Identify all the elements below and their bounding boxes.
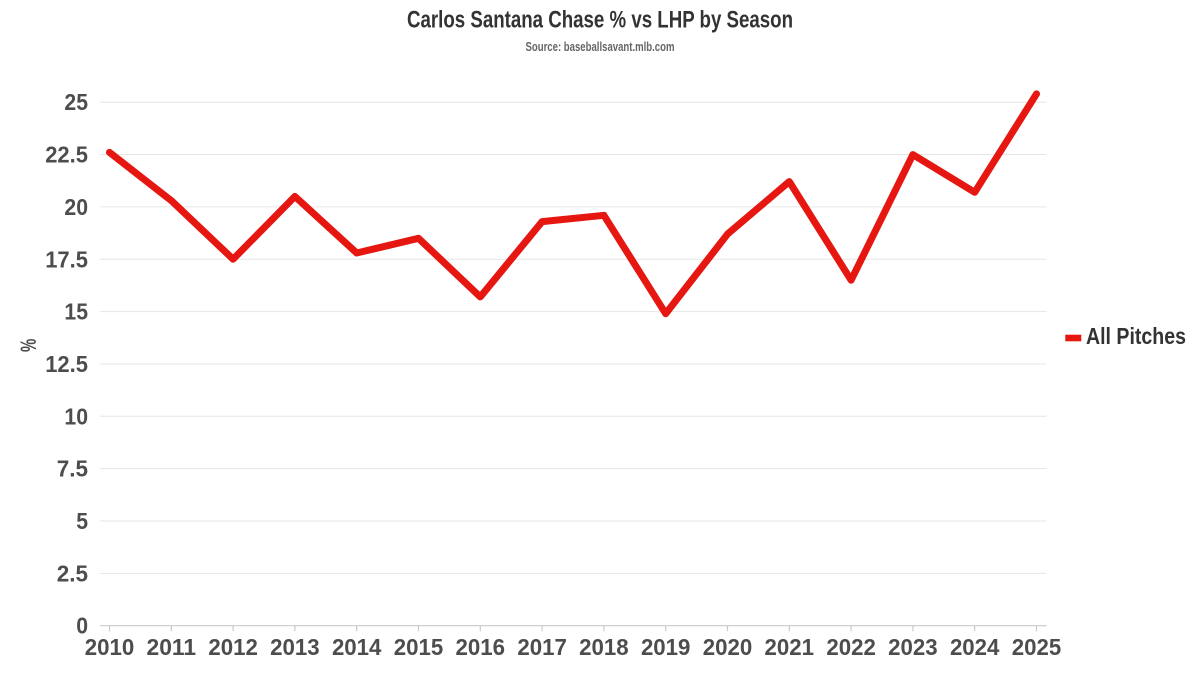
svg-text:2015: 2015 xyxy=(394,634,444,660)
svg-text:2011: 2011 xyxy=(147,634,197,660)
svg-text:2017: 2017 xyxy=(517,634,567,660)
svg-text:Carlos Santana Chase % vs LHP: Carlos Santana Chase % vs LHP by Season xyxy=(407,6,793,33)
svg-text:2013: 2013 xyxy=(270,634,320,660)
svg-text:All Pitches: All Pitches xyxy=(1086,323,1186,349)
svg-text:2023: 2023 xyxy=(888,634,938,660)
svg-text:0: 0 xyxy=(76,613,88,639)
svg-text:2020: 2020 xyxy=(703,634,753,660)
svg-text:5: 5 xyxy=(76,508,88,534)
svg-text:2018: 2018 xyxy=(579,634,629,660)
svg-text:2016: 2016 xyxy=(456,634,506,660)
svg-text:10: 10 xyxy=(64,403,88,429)
svg-text:7.5: 7.5 xyxy=(57,456,88,482)
svg-text:20: 20 xyxy=(64,194,88,220)
svg-text:Source: baseballsavant.mlb.com: Source: baseballsavant.mlb.com xyxy=(526,39,675,54)
svg-text:22.5: 22.5 xyxy=(45,142,88,168)
svg-text:25: 25 xyxy=(64,89,88,115)
svg-text:2022: 2022 xyxy=(826,634,876,660)
svg-text:%: % xyxy=(16,339,41,353)
svg-text:12.5: 12.5 xyxy=(45,351,88,377)
svg-text:2019: 2019 xyxy=(641,634,691,660)
svg-text:2014: 2014 xyxy=(332,634,382,660)
svg-text:2.5: 2.5 xyxy=(57,560,88,586)
svg-text:2025: 2025 xyxy=(1012,634,1062,660)
svg-text:15: 15 xyxy=(64,299,88,325)
svg-text:2024: 2024 xyxy=(950,634,1000,660)
svg-text:2012: 2012 xyxy=(208,634,258,660)
svg-text:2010: 2010 xyxy=(85,634,135,660)
svg-text:17.5: 17.5 xyxy=(45,246,88,272)
svg-text:2021: 2021 xyxy=(765,634,815,660)
